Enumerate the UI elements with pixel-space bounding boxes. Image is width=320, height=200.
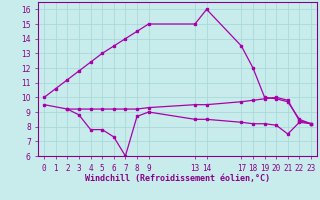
X-axis label: Windchill (Refroidissement éolien,°C): Windchill (Refroidissement éolien,°C) — [85, 174, 270, 183]
